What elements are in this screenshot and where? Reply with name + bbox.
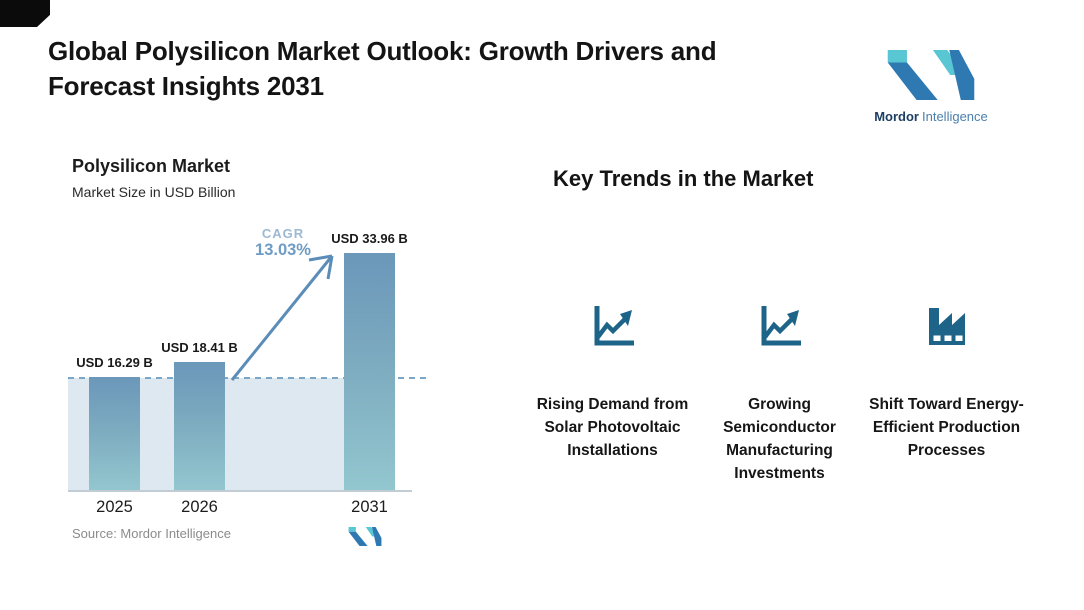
rising-chart-icon bbox=[754, 300, 806, 357]
source-note: Source: Mordor Intelligence bbox=[72, 526, 231, 541]
bar-value-label: USD 18.41 B bbox=[161, 340, 238, 355]
x-axis-tick-label: 2025 bbox=[96, 498, 133, 516]
bar-value-label: USD 16.29 B bbox=[76, 355, 153, 370]
x-axis-tick-label: 2031 bbox=[351, 498, 388, 516]
chart-bar-2025 bbox=[89, 377, 140, 491]
cagr-value: 13.03% bbox=[255, 241, 311, 259]
reference-dashed-line bbox=[68, 377, 428, 379]
x-axis-tick-label: 2026 bbox=[181, 498, 218, 516]
bar-value-label: USD 33.96 B bbox=[331, 231, 408, 246]
cagr-annotation: CAGR 13.03% bbox=[228, 226, 338, 260]
trend-label: Rising Demand from Solar Photovoltaic In… bbox=[536, 396, 689, 459]
trend-item: Growing Semiconductor Manufacturing Inve… bbox=[701, 300, 858, 485]
x-axis-line bbox=[68, 490, 412, 492]
cagr-growth-arrow-icon bbox=[230, 254, 334, 381]
brand-name-bold: Mordor bbox=[874, 109, 919, 124]
rising-chart-icon bbox=[587, 300, 639, 357]
page-title: Global Polysilicon Market Outlook: Growt… bbox=[48, 36, 717, 101]
corner-mark bbox=[0, 0, 50, 27]
trend-item: Shift Toward Energy-Efficient Production… bbox=[868, 300, 1025, 485]
chart-title: Polysilicon Market bbox=[72, 156, 231, 176]
trend-label: Shift Toward Energy-Efficient Production… bbox=[869, 396, 1024, 459]
factory-icon bbox=[921, 300, 973, 357]
trend-label: Growing Semiconductor Manufacturing Inve… bbox=[723, 396, 836, 482]
chart-bar-2026 bbox=[174, 362, 225, 491]
brand-name: Mordor Intelligence bbox=[874, 109, 988, 124]
brand-name-regular: Intelligence bbox=[922, 109, 988, 124]
brand-logo: Mordor Intelligence bbox=[872, 50, 990, 124]
mordor-intelligence-logo-icon bbox=[887, 50, 975, 105]
bar-chart-plot: CAGR 13.03% USD 16.29 B 2025 USD 18.41 B 20… bbox=[68, 226, 430, 516]
chart-subtitle: Market Size in USD Billion bbox=[72, 184, 236, 200]
source-logo-icon bbox=[348, 527, 382, 551]
section-title: Key Trends in the Market bbox=[553, 166, 814, 191]
trend-items: Rising Demand from Solar Photovoltaic In… bbox=[534, 300, 1025, 485]
cagr-label: CAGR bbox=[261, 226, 305, 241]
trend-item: Rising Demand from Solar Photovoltaic In… bbox=[534, 300, 691, 485]
chart-bar-2031 bbox=[344, 253, 395, 491]
